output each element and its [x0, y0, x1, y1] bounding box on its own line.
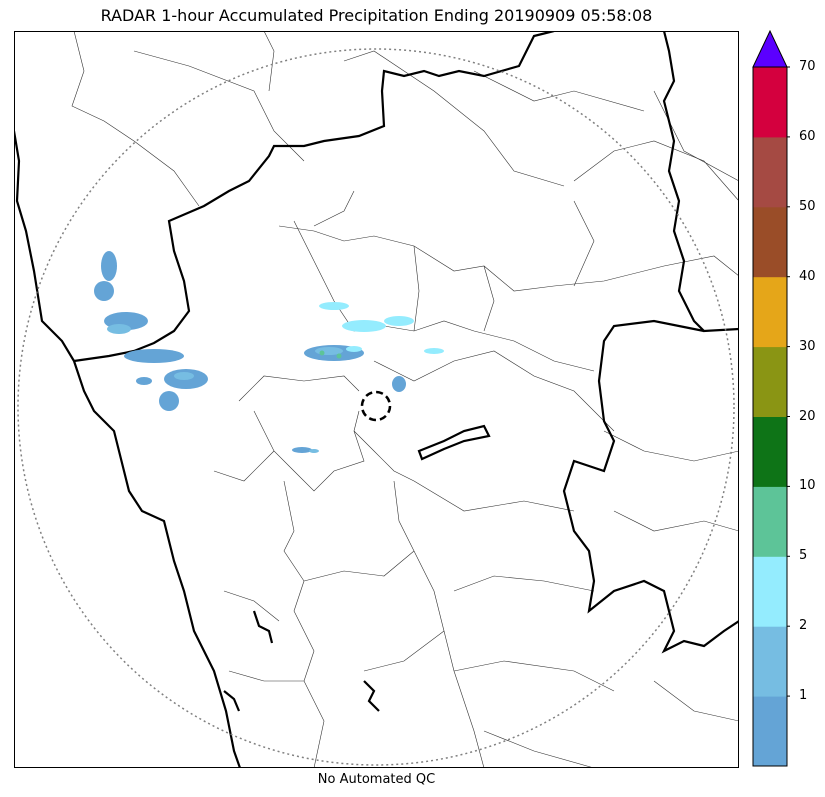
colorbar-segment	[753, 206, 787, 278]
colorbar-segment	[753, 556, 787, 627]
precipitation-colorbar	[752, 30, 790, 767]
colorbar-segment	[753, 67, 787, 138]
colorbar-segment	[753, 346, 787, 417]
colorbar-tick-label: 20	[799, 408, 816, 424]
radar-map[interactable]	[14, 31, 739, 768]
colorbar-segment	[753, 626, 787, 697]
colorbar-tick-label: 70	[799, 59, 816, 74]
colorbar-tick-label: 30	[799, 338, 816, 354]
state-boundaries	[14, 31, 739, 768]
qc-note: No Automated QC	[317, 772, 436, 787]
colorbar-segment	[753, 696, 787, 767]
district-boundaries	[71, 31, 739, 768]
colorbar-tick-label: 1	[799, 688, 808, 704]
colorbar-segment	[753, 276, 787, 348]
colorbar-segment	[753, 136, 787, 208]
colorbar-tick-label: 2	[799, 618, 808, 634]
colorbar-extend-arrow	[752, 30, 788, 68]
chart-title: RADAR 1-hour Accumulated Precipitation E…	[100, 6, 653, 25]
range-ring	[17, 48, 735, 766]
precip-central	[292, 302, 444, 453]
colorbar-tick-label: 60	[799, 128, 816, 144]
colorbar-tick-label: 40	[799, 268, 816, 284]
radar-site-marker	[360, 390, 392, 422]
colorbar-tick-label: 10	[799, 478, 816, 494]
precipitation-echoes	[94, 251, 444, 453]
colorbar-tick-label: 50	[799, 198, 816, 214]
precip-north-west	[94, 251, 208, 411]
colorbar-segment	[753, 486, 787, 557]
colorbar-tick-label: 5	[799, 548, 808, 564]
colorbar-segment	[753, 416, 787, 487]
